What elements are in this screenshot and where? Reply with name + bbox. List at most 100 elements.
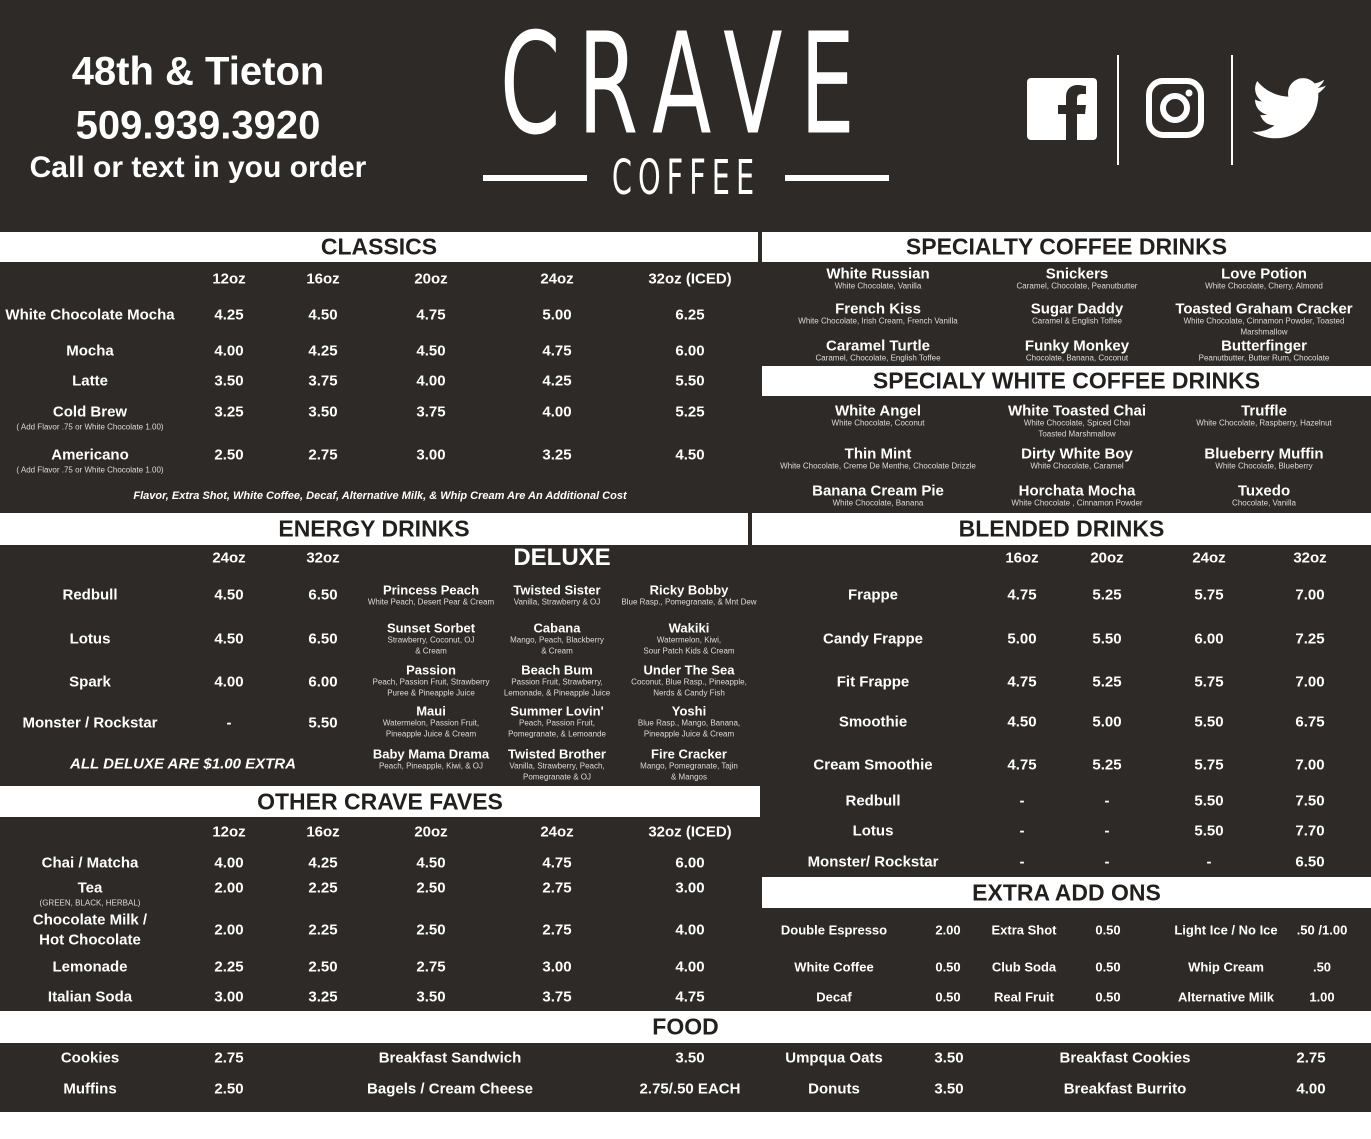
drink-description: Peach, Passion Fruit, xyxy=(518,718,596,728)
price: 3.75 xyxy=(542,988,572,1006)
addon-name: White Coffee xyxy=(794,959,874,975)
drink-name: Snickers xyxy=(1045,265,1109,283)
size-header: 24oz xyxy=(540,823,574,841)
classics-footnote: Flavor, Extra Shot, White Coffee, Decaf,… xyxy=(133,490,627,502)
price: 2.75 xyxy=(542,921,572,939)
drink-description: White Chocolate, Coconut xyxy=(831,418,925,428)
section-title: BLENDED DRINKS xyxy=(958,515,1165,542)
size-header: 24oz xyxy=(212,549,246,567)
size-header: 16oz xyxy=(306,823,340,841)
drink-name: Twisted Sister xyxy=(513,582,601,598)
price: 2.25 xyxy=(308,921,338,939)
food-name: Breakfast Burrito xyxy=(1063,1080,1187,1098)
drink-description: Pineapple Juice & Cream xyxy=(643,729,735,739)
price: 3.25 xyxy=(308,988,338,1006)
drink-description: Marshmallow xyxy=(1240,327,1288,337)
price: 5.50 xyxy=(1194,713,1224,731)
addon-name: Club Soda xyxy=(991,959,1057,975)
food-price: 2.50 xyxy=(214,1080,244,1098)
drink-description: White Chocolate, Raspberry, Hazelnut xyxy=(1196,418,1332,428)
price: 6.50 xyxy=(308,586,338,604)
price: - xyxy=(1206,853,1212,871)
addon-name: Light Ice / No Ice xyxy=(1174,922,1278,938)
price: 4.75 xyxy=(1007,673,1037,691)
price: 4.25 xyxy=(214,306,244,324)
price: 2.75 xyxy=(308,446,338,464)
drink-description: Watermelon, Passion Fruit, xyxy=(382,718,480,728)
price: 6.25 xyxy=(675,306,705,324)
item-name: Lotus xyxy=(69,630,111,648)
section-energy: ENERGY DRINKS xyxy=(0,513,748,545)
drink-name: French Kiss xyxy=(835,300,921,318)
addon-price: .50 /1.00 xyxy=(1296,922,1348,938)
size-header: 32oz xyxy=(1293,549,1327,567)
price: 4.00 xyxy=(214,854,244,872)
drink-name: Blueberry Muffin xyxy=(1204,445,1324,463)
drink-description: Vanilla, Strawberry & OJ xyxy=(513,597,601,607)
price: - xyxy=(1019,792,1025,810)
price: 2.75 xyxy=(416,958,446,976)
price: - xyxy=(1104,792,1110,810)
food-price: 3.50 xyxy=(934,1080,964,1098)
price: 4.75 xyxy=(416,306,446,324)
drink-description: Sour Patch Kids & Cream xyxy=(643,646,735,656)
addon-price: 0.50 xyxy=(935,989,961,1005)
price: 5.75 xyxy=(1194,756,1224,774)
twitter-icon[interactable] xyxy=(1252,78,1326,140)
drink-description: White Chocolate, Spiced Chai xyxy=(1023,418,1131,428)
price: - xyxy=(226,714,232,732)
item-name: Cold Brew xyxy=(52,403,128,421)
price: 6.00 xyxy=(675,342,705,360)
price: 3.75 xyxy=(416,403,446,421)
drink-name: Banana Cream Pie xyxy=(812,482,944,500)
section-food: FOOD xyxy=(0,1011,1371,1043)
price: 5.50 xyxy=(675,372,705,390)
addon-name: Double Espresso xyxy=(780,922,888,938)
drink-name: Butterfinger xyxy=(1221,337,1307,355)
drink-description: White Chocolate , Cinnamon Powder xyxy=(1011,498,1143,508)
drink-name: Princess Peach xyxy=(382,582,480,598)
drink-description: White Chocolate, Creme De Menthe, Chocol… xyxy=(780,461,976,471)
drink-description: Peach, Pineapple, Kiwi, & OJ xyxy=(378,761,484,771)
drink-name: Truffle xyxy=(1241,402,1287,420)
drink-description: Mango, Peach, Blackberry xyxy=(510,635,604,645)
price: 4.50 xyxy=(308,306,338,324)
facebook-icon[interactable] xyxy=(1027,78,1097,140)
drink-description: Puree & Pineapple Juice xyxy=(387,688,475,698)
food-name: Bagels / Cream Cheese xyxy=(367,1080,533,1098)
size-header: 12oz xyxy=(212,270,246,288)
drink-name: Love Potion xyxy=(1221,265,1307,283)
size-header: 24oz xyxy=(540,270,574,288)
drink-description: Caramel, Chocolate, Peanutbutter xyxy=(1016,281,1138,291)
addon-price: 1.00 xyxy=(1309,989,1335,1005)
price: 4.25 xyxy=(542,372,572,390)
food-price: 2.75 xyxy=(214,1049,244,1067)
price: 7.00 xyxy=(1295,756,1325,774)
item-name: Monster/ Rockstar xyxy=(807,853,939,871)
section-blended: BLENDED DRINKS xyxy=(752,513,1371,545)
price: 5.00 xyxy=(1007,630,1037,648)
item-name: Candy Frappe xyxy=(822,630,924,648)
instagram-icon[interactable] xyxy=(1146,78,1204,138)
price: 5.50 xyxy=(1194,792,1224,810)
drink-description: White Chocolate, Blueberry xyxy=(1215,461,1313,471)
logo-line-right xyxy=(785,175,889,181)
price: - xyxy=(1019,822,1025,840)
food-price: 4.00 xyxy=(1296,1080,1326,1098)
food-name: Cookies xyxy=(60,1049,120,1067)
price: - xyxy=(1104,853,1110,871)
price: 3.00 xyxy=(214,988,244,1006)
item-note: ( Add Flavor .75 or White Chocolate 1.00… xyxy=(16,465,164,475)
price: 4.50 xyxy=(416,342,446,360)
size-header: 20oz xyxy=(414,270,448,288)
addon-price: 2.00 xyxy=(935,922,961,938)
addon-name: Whip Cream xyxy=(1188,959,1264,975)
deluxe-title: DELUXE xyxy=(513,544,611,571)
price: 4.75 xyxy=(542,854,572,872)
addon-price: 0.50 xyxy=(935,959,961,975)
item-name: White Chocolate Mocha xyxy=(5,306,175,324)
price: 7.50 xyxy=(1295,792,1325,810)
price: 6.50 xyxy=(1295,853,1325,871)
price: 4.25 xyxy=(308,342,338,360)
section-title: SPECIALY WHITE COFFEE DRINKS xyxy=(872,367,1261,394)
